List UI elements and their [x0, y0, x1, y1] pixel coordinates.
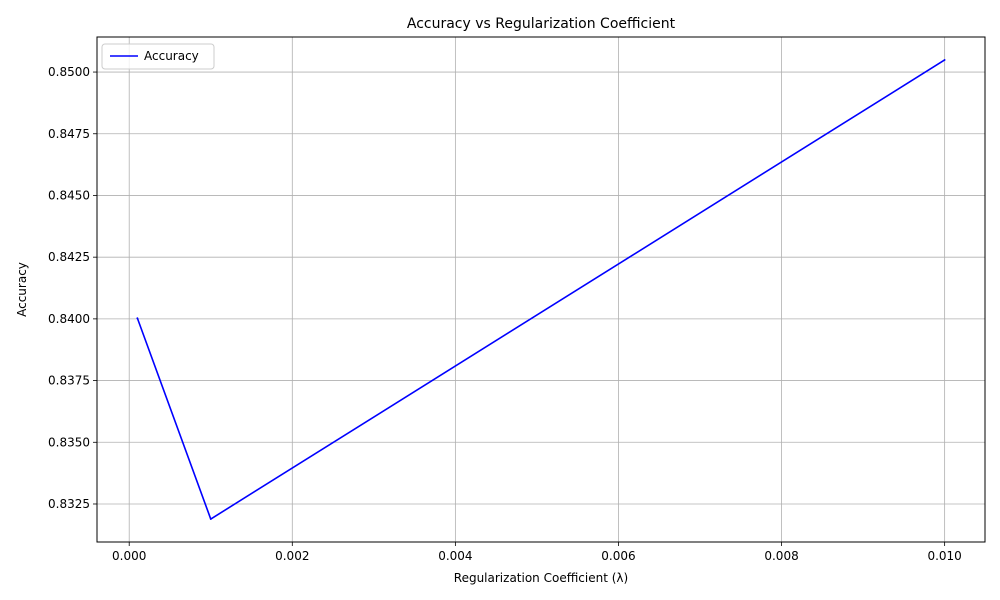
legend: Accuracy [101, 43, 215, 70]
y-axis-ticks: 0.8325 0.8350 0.8375 0.8400 0.8425 0.8450 0.84… [48, 65, 97, 511]
x-tick-label: 0.008 [764, 549, 798, 563]
legend-box [101, 43, 215, 70]
y-tick-label: 0.8450 [48, 188, 90, 202]
y-tick-label: 0.8400 [48, 312, 90, 326]
data-point [209, 518, 212, 520]
x-tick-label: 0.004 [438, 549, 472, 563]
legend-entry-accuracy: Accuracy [144, 49, 199, 63]
data-point [136, 317, 139, 320]
x-tick-label: 0.002 [275, 549, 309, 563]
x-tick-label: 0.010 [927, 549, 961, 563]
y-tick-label: 0.8325 [48, 497, 90, 511]
y-tick-label: 0.8475 [48, 127, 90, 141]
grid [97, 37, 985, 542]
plot-frame [96, 36, 986, 543]
y-tick-label: 0.8500 [48, 65, 90, 79]
x-tick-label: 0.000 [112, 549, 146, 563]
y-tick-label: 0.8375 [48, 374, 90, 388]
x-axis-label: Regularization Coefficient (λ) [454, 571, 628, 585]
data-point [943, 59, 946, 61]
y-tick-label: 0.8350 [48, 435, 90, 449]
x-tick-label: 0.006 [601, 549, 635, 563]
x-axis-ticks: 0.000 0.002 0.004 0.006 0.008 0.010 [112, 542, 962, 563]
chart-title: Accuracy vs Regularization Coefficient [407, 16, 676, 32]
y-axis-label: Accuracy [15, 262, 29, 317]
y-tick-label: 0.8425 [48, 250, 90, 264]
series-layer [136, 59, 946, 520]
